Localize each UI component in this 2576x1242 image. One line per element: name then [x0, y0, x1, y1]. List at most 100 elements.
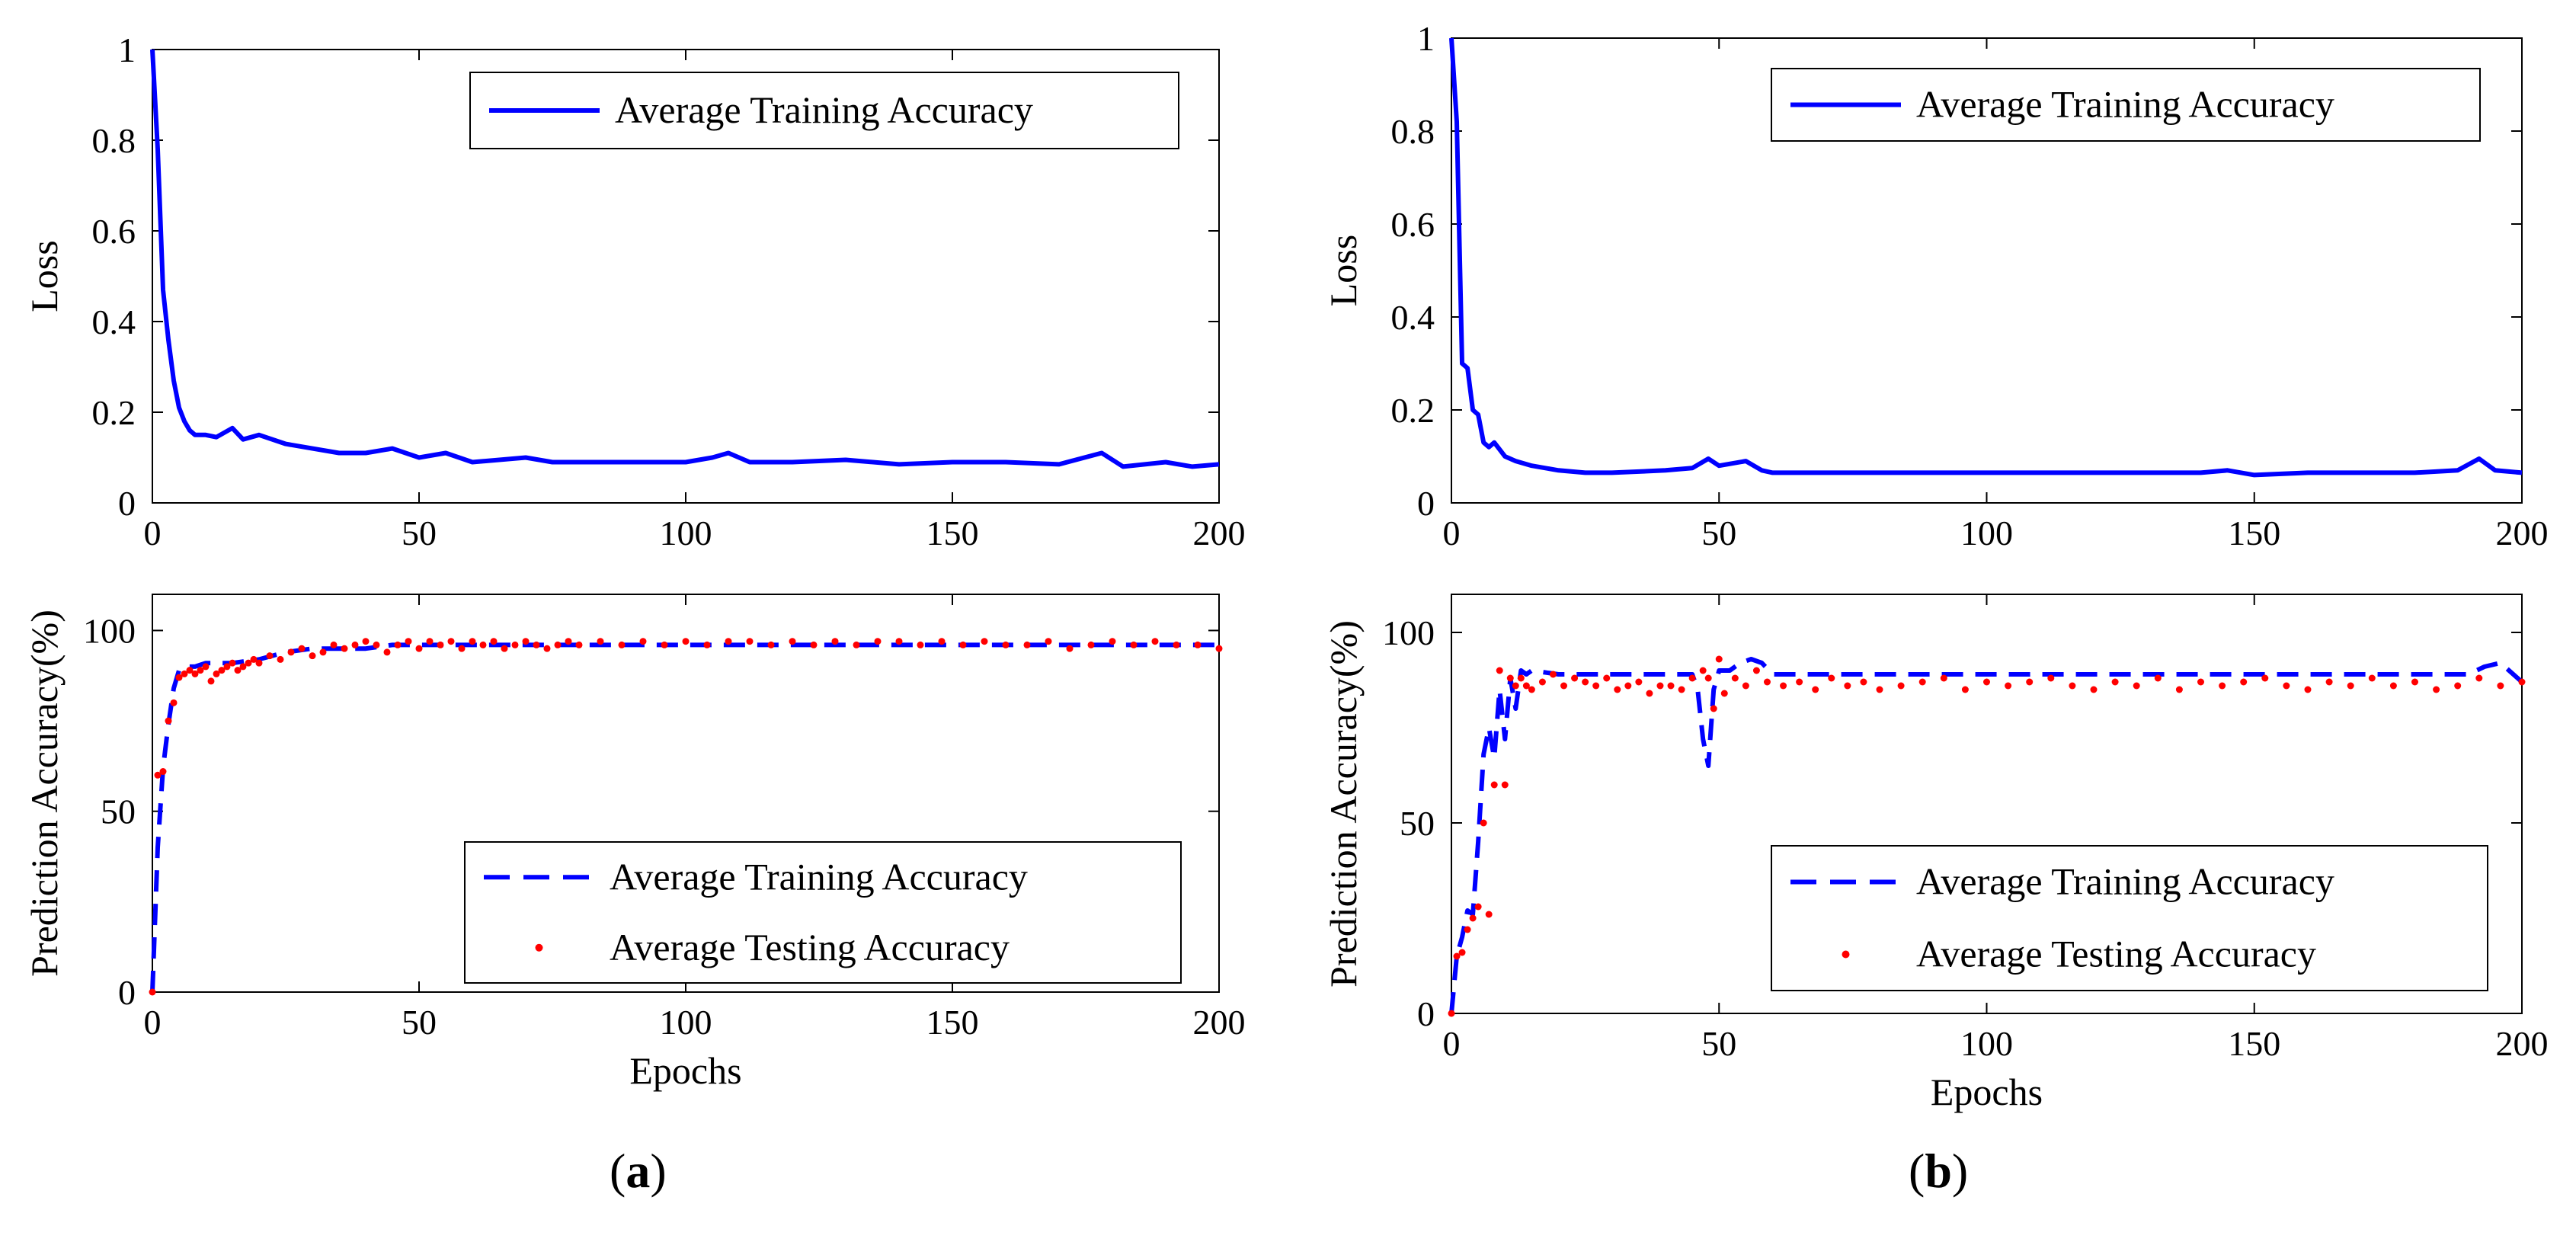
b-acc-series-line-0 — [1449, 657, 2523, 1014]
a-acc-point-21 — [266, 652, 274, 660]
b-loss-ylabel: Loss — [1322, 235, 1365, 306]
b-acc-point-1 — [1453, 952, 1461, 960]
a-acc-point-55 — [682, 638, 690, 645]
b-acc-point-45 — [1860, 678, 1867, 686]
b-acc-point-49 — [1940, 674, 1947, 682]
a-acc-point-70 — [1002, 641, 1010, 648]
b-loss-ytick-label-3: 0.6 — [1391, 205, 1435, 244]
a-acc-point-75 — [1109, 638, 1116, 645]
b-acc-point-7 — [1485, 911, 1493, 918]
a-acc-point-45 — [522, 638, 530, 645]
b-acc-point-17 — [1549, 671, 1557, 678]
a-acc-ylabel: Prediction Accuracy(%) — [23, 610, 66, 977]
b-acc-point-70 — [2389, 682, 2397, 690]
a-acc-point-74 — [1087, 641, 1095, 648]
b-acc-point-8 — [1490, 781, 1498, 789]
a-acc-point-31 — [373, 641, 380, 648]
b-loss-ytick-label-1: 0.2 — [1391, 391, 1435, 430]
a-loss-ytick-label-0: 0 — [118, 484, 136, 523]
b-acc-point-54 — [2047, 674, 2055, 682]
b-loss-ytick-label-2: 0.4 — [1391, 298, 1435, 337]
b-acc-point-46 — [1876, 686, 1883, 693]
a-acc-legend-marker-1 — [535, 943, 543, 952]
a-acc-point-7 — [186, 667, 194, 674]
a-loss-ytick-label-5: 1 — [118, 30, 136, 69]
b-loss-xtick-label-100: 100 — [1960, 514, 2013, 552]
b-acc-point-62 — [2219, 682, 2226, 690]
b-acc-point-30 — [1688, 674, 1696, 682]
b-acc-point-66 — [2304, 686, 2312, 693]
b-acc-point-65 — [2283, 682, 2290, 690]
a-acc-point-65 — [895, 638, 903, 645]
b-acc-point-35 — [1720, 690, 1728, 697]
a-acc-point-80 — [1215, 645, 1223, 652]
a-acc-point-68 — [959, 641, 967, 648]
a-acc-xtick-label-150: 150 — [926, 1003, 979, 1042]
b-acc-point-19 — [1571, 674, 1579, 682]
a-acc-point-40 — [469, 638, 476, 645]
b-loss-series-line-0 — [1449, 37, 2523, 478]
b-acc-xtick-label-0: 0 — [1443, 1024, 1461, 1063]
a-loss-ytick-label-3: 0.6 — [92, 212, 136, 251]
a-acc-point-38 — [447, 638, 455, 645]
b-loss-ytick-label-0: 0 — [1417, 484, 1435, 523]
a-loss-ytick-label-2: 0.4 — [92, 302, 136, 341]
a-loss-xtick-label-150: 150 — [926, 514, 979, 552]
b-loss-ytick-label-4: 0.8 — [1391, 112, 1435, 151]
b-acc-legend-label-1: Average Testing Accuracy — [1916, 933, 2316, 975]
b-acc-point-69 — [2368, 674, 2376, 682]
b-loss-legend-label-0: Average Training Accuracy — [1916, 83, 2334, 126]
b-acc-point-43 — [1828, 674, 1835, 682]
b-acc-point-53 — [2026, 678, 2034, 686]
a-acc-point-49 — [565, 638, 572, 645]
a-acc-ytick-label-1: 50 — [101, 792, 136, 831]
a-loss-xtick-label-0: 0 — [144, 514, 162, 552]
b-acc-point-23 — [1614, 686, 1621, 693]
b-acc-point-6 — [1480, 819, 1487, 827]
a-acc-point-5 — [175, 674, 183, 681]
a-acc-point-53 — [639, 638, 647, 645]
b-acc-ytick-label-0: 0 — [1417, 994, 1435, 1033]
a-acc-point-0 — [149, 988, 156, 996]
a-acc-point-15 — [229, 659, 236, 667]
a-acc-point-29 — [351, 641, 359, 648]
b-acc-point-24 — [1624, 682, 1632, 690]
a-acc-point-32 — [383, 648, 391, 656]
a-acc-point-25 — [309, 652, 316, 660]
b-acc-point-51 — [1983, 678, 1990, 686]
a-acc-point-62 — [831, 638, 839, 645]
a-acc-ytick-label-0: 0 — [118, 973, 136, 1012]
a-acc-point-77 — [1151, 638, 1159, 645]
a-acc-point-4 — [170, 699, 178, 706]
a-acc-point-14 — [223, 663, 231, 671]
b-acc-point-10 — [1501, 781, 1509, 789]
a-acc-point-6 — [181, 670, 188, 677]
b-acc-ytick-label-2: 100 — [1382, 613, 1435, 652]
b-acc-point-60 — [2175, 686, 2183, 693]
b-acc-xlabel: Epochs — [1931, 1071, 2043, 1113]
b-acc-point-72 — [2433, 686, 2440, 693]
b-acc-point-61 — [2197, 678, 2204, 686]
a-acc-legend-label-0: Average Training Accuracy — [610, 855, 1028, 898]
a-acc-point-63 — [853, 641, 860, 648]
b-acc-point-57 — [2111, 678, 2119, 686]
a-acc-point-16 — [234, 667, 242, 674]
b-acc-point-56 — [2090, 686, 2098, 693]
a-acc-point-66 — [917, 641, 924, 648]
a-acc-point-35 — [415, 645, 423, 652]
a-acc-point-8 — [191, 670, 199, 677]
b-acc-point-26 — [1646, 690, 1653, 697]
b-acc-point-29 — [1678, 686, 1685, 693]
b-acc-ytick-label-1: 50 — [1400, 804, 1435, 843]
a-acc-point-43 — [501, 645, 508, 652]
b-acc-point-52 — [2005, 682, 2012, 690]
b-acc-point-31 — [1699, 667, 1707, 674]
a-acc-point-58 — [746, 638, 754, 645]
a-acc-point-61 — [810, 641, 818, 648]
b-acc-point-55 — [2069, 682, 2076, 690]
a-loss-xtick-label-50: 50 — [402, 514, 437, 552]
b-acc-point-21 — [1592, 682, 1600, 690]
a-acc-point-51 — [597, 638, 604, 645]
caption-letter-a: a — [626, 1144, 651, 1198]
a-acc-point-60 — [789, 638, 796, 645]
